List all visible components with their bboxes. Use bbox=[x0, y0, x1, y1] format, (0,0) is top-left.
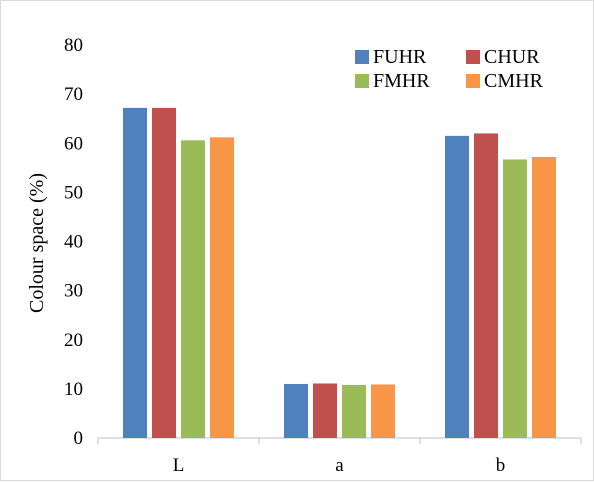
y-tick-label: 70 bbox=[64, 84, 83, 105]
y-axis-label: Colour space (%) bbox=[26, 173, 48, 313]
bar-chur-b bbox=[474, 133, 498, 439]
y-tick-label: 60 bbox=[64, 133, 83, 154]
y-tick-label: 80 bbox=[64, 35, 83, 56]
bar-cmhr-b bbox=[532, 157, 556, 438]
x-tick-label: a bbox=[335, 455, 344, 476]
legend-label-fmhr: FMHR bbox=[373, 70, 430, 92]
bar-cmhr-l bbox=[210, 137, 234, 439]
bar-chur-a bbox=[313, 383, 337, 438]
bar-fuhr-b bbox=[445, 135, 469, 438]
bar-fuhr-a bbox=[284, 383, 308, 438]
bars bbox=[123, 107, 556, 439]
legend-swatch-chur bbox=[466, 50, 480, 64]
bar-fuhr-l bbox=[123, 107, 147, 438]
x-tick-label: L bbox=[173, 455, 185, 476]
bar-fmhr-l bbox=[181, 140, 205, 439]
y-tick-label: 0 bbox=[74, 428, 84, 449]
legend-swatch-fmhr bbox=[355, 74, 369, 88]
y-tick-label: 20 bbox=[64, 330, 83, 351]
y-axis: 0 10 20 30 40 50 60 70 80 bbox=[64, 35, 83, 449]
legend-label-chur: CHUR bbox=[484, 46, 540, 68]
bar-chur-l bbox=[152, 107, 176, 438]
legend: FUHR CHUR FMHR CMHR bbox=[355, 46, 544, 92]
bar-fmhr-a bbox=[342, 384, 366, 438]
y-tick-label: 10 bbox=[64, 379, 83, 400]
legend-swatch-fuhr bbox=[355, 50, 369, 64]
y-tick-label: 50 bbox=[64, 182, 83, 203]
y-tick-label: 40 bbox=[64, 232, 83, 253]
bar-fmhr-b bbox=[503, 159, 527, 438]
legend-label-cmhr: CMHR bbox=[484, 70, 544, 92]
x-tick-label: b bbox=[496, 455, 506, 476]
bar-cmhr-a bbox=[371, 384, 395, 438]
legend-swatch-cmhr bbox=[466, 74, 480, 88]
legend-label-fuhr: FUHR bbox=[373, 46, 427, 68]
y-tick-label: 30 bbox=[64, 281, 83, 302]
